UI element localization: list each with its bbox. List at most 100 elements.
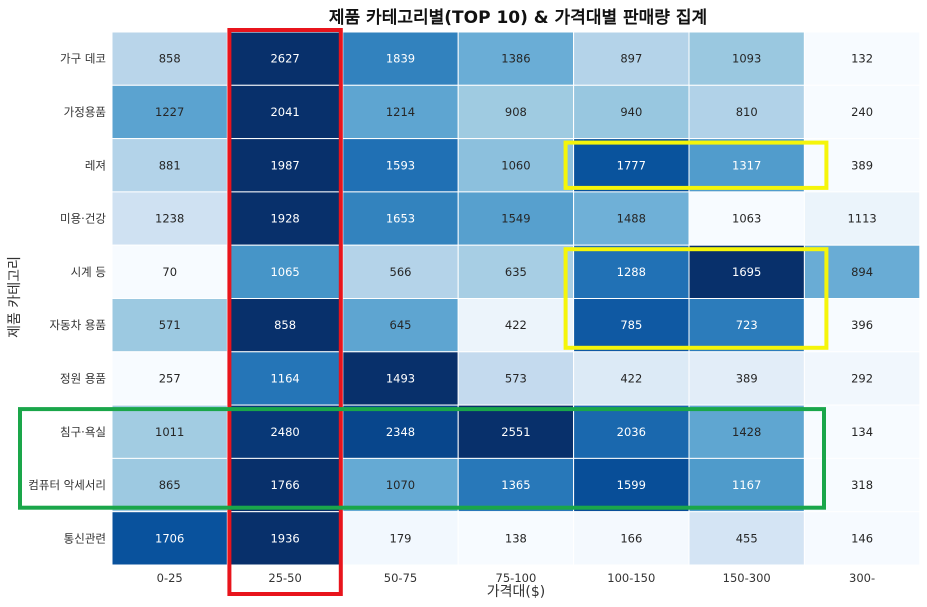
cell-value-label: 1695 [732,265,761,279]
heatmap-cell [342,84,459,140]
heatmap-cell [688,511,805,566]
heatmap-cell [688,84,805,140]
heatmap-cell [457,191,575,246]
cell-value-label: 2627 [270,52,299,66]
heatmap-cell [111,351,228,406]
cell-value-label: 1428 [732,425,761,439]
heatmap-cell [342,298,459,353]
cell-value-label: 1167 [732,478,761,492]
y-tick-label: 가구 데코 [60,52,106,66]
cell-value-label: 2036 [617,425,646,439]
highlight-boxes [18,28,829,596]
cell-value-label: 1060 [501,158,530,172]
cell-value-label: 1928 [270,212,299,226]
cell-value-label: 858 [274,318,296,332]
cell-value-label: 1093 [732,52,761,66]
cell-value-label: 318 [851,478,873,492]
cell-value-label: 166 [620,531,642,545]
heatmap-cell [226,138,344,193]
y-tick-label: 레져 [85,158,106,172]
cell-value-label: 1653 [386,212,415,226]
y-axis-label: 제품 카테고리 [7,256,23,338]
heatmap-cell [457,351,575,406]
heatmap-cell [342,244,459,299]
cell-value-label: 635 [505,265,527,279]
highlight-box [18,407,826,510]
heatmap-cell [111,84,228,140]
heatmap-cell [688,351,805,406]
heatmap-cell [573,351,690,406]
cell-value-label: 1386 [501,52,530,66]
heatmap-cell [803,84,921,140]
cell-value-label: 389 [851,158,873,172]
cell-value-label: 146 [851,531,873,545]
heatmap-cell [111,511,228,566]
heatmap-cell [342,511,459,566]
heatmap-cell [226,298,344,353]
heatmap-cell [342,31,459,86]
cell-value-label: 132 [851,52,873,66]
cell-value-label: 573 [505,371,527,385]
heatmap-cell [573,511,690,566]
heatmap-cell [573,84,690,140]
heatmap-cell [573,298,690,353]
heatmap-cell [342,457,459,513]
y-tick-label: 자동차 용품 [49,318,106,332]
heatmap-cell [573,404,690,459]
heatmap-cell [803,244,921,299]
heatmap-cell [688,138,805,193]
heatmap-cell [457,404,575,459]
heatmap-cell [803,138,921,193]
cell-value-label: 292 [851,371,873,385]
heatmap-cell [111,404,228,459]
heatmap-cell [111,191,228,246]
cell-value-label: 2041 [270,105,299,119]
y-tick-label: 시계 등 [71,265,106,279]
heatmap-cell [111,244,228,299]
cell-value-label: 1706 [155,531,184,545]
cell-value-label: 865 [159,478,181,492]
y-tick-label: 컴퓨터 악세서리 [28,478,106,492]
cell-value-label: 908 [505,105,527,119]
x-tick-label: 0-25 [157,571,183,585]
cell-value-label: 1070 [386,478,415,492]
cell-value-label: 1766 [270,478,299,492]
cell-value-label: 1065 [270,265,299,279]
cell-value-label: 858 [159,52,181,66]
cell-value-label: 1936 [270,531,299,545]
cell-value-label: 940 [620,105,642,119]
y-tick-label: 가정용품 [64,105,106,119]
cell-value-label: 1488 [617,212,646,226]
cell-value-label: 1011 [155,425,184,439]
cell-value-label: 2348 [386,425,415,439]
cell-value-label: 179 [390,531,412,545]
heatmap-cell [573,31,690,86]
x-tick-labels: 0-25 25-50 50-75 75-100 100-150 150-300 300- [157,571,876,585]
heatmap-cell [688,404,805,459]
x-tick-label: 150-300 [723,571,771,585]
heatmap-cell [688,31,805,86]
heatmap-cell [457,138,575,193]
cell-value-label: 894 [851,265,873,279]
cell-value-label: 1493 [386,371,415,385]
cell-value-label: 723 [736,318,758,332]
cell-value-label: 70 [162,265,177,279]
heatmap-cell [573,457,690,513]
cell-value-label: 881 [159,158,181,172]
cell-value-label: 1549 [501,212,530,226]
heatmap-cell [803,351,921,406]
cell-value-label: 1164 [270,371,299,385]
highlight-box [563,140,829,190]
cell-value-label: 1839 [386,52,415,66]
cell-value-label: 455 [736,531,758,545]
heatmap-cell [457,31,575,86]
cell-value-label: 138 [505,531,527,545]
cell-value-label: 422 [505,318,527,332]
cell-value-label: 257 [159,371,181,385]
heatmap-cell [803,511,921,566]
y-tick-label: 통신관련 [64,531,106,545]
cell-value-label: 2551 [501,425,530,439]
x-tick-label: 300- [849,571,875,585]
